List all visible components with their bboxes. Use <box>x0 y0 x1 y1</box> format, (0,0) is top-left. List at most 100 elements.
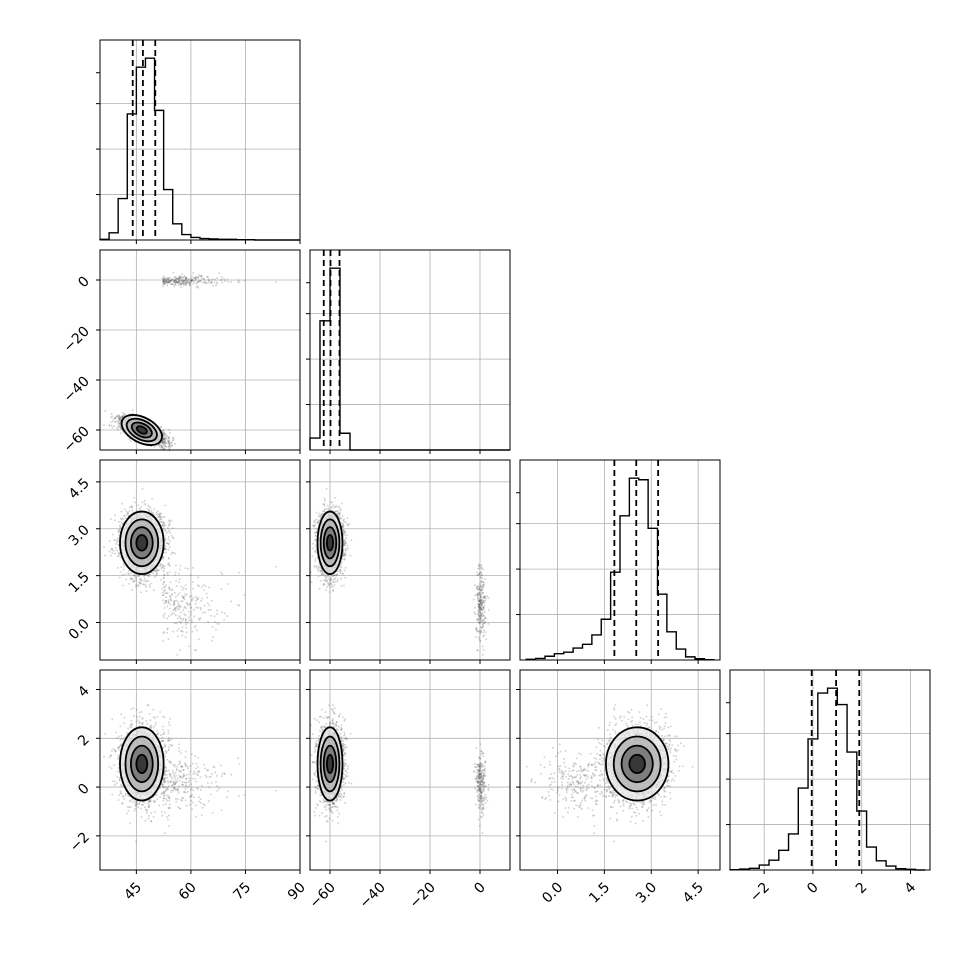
sample-point <box>116 415 118 417</box>
sample-point <box>130 572 133 575</box>
sample-point <box>138 507 141 510</box>
sample-point <box>207 278 210 281</box>
sample-point <box>111 552 114 554</box>
sample-point <box>190 595 193 597</box>
sample-point <box>188 279 190 282</box>
sample-point <box>200 586 203 589</box>
sample-point <box>147 580 150 582</box>
sample-point <box>199 275 202 277</box>
sample-point <box>117 567 119 569</box>
sample-point <box>243 279 246 282</box>
sample-point <box>164 278 166 281</box>
sample-point <box>195 285 198 288</box>
sample-point <box>165 279 167 282</box>
sample-point <box>180 611 182 614</box>
sample-point <box>161 430 164 433</box>
sample-point <box>181 634 184 637</box>
panel-2-0: 0.01.53.04.5 <box>66 459 301 664</box>
sample-point <box>175 596 177 598</box>
sample-point <box>178 280 180 283</box>
sample-point <box>188 283 191 286</box>
sample-point <box>128 506 131 509</box>
sample-point <box>180 620 183 623</box>
sample-point <box>166 280 168 282</box>
sample-point <box>164 433 166 435</box>
sample-point <box>144 584 147 586</box>
sample-point <box>195 606 198 609</box>
sample-point <box>163 275 165 277</box>
sample-point <box>221 611 223 613</box>
sample-point <box>160 563 162 565</box>
sample-point <box>130 578 132 581</box>
sample-point <box>201 612 204 614</box>
sample-point <box>176 277 179 280</box>
sample-point <box>110 424 113 427</box>
sample-point <box>170 283 172 285</box>
sample-point <box>167 436 170 438</box>
sample-point <box>173 276 176 278</box>
sample-point <box>174 600 176 602</box>
sample-point <box>119 571 122 573</box>
sample-point <box>166 592 169 595</box>
sample-point <box>189 614 192 616</box>
sample-point <box>170 519 173 522</box>
sample-point <box>166 572 169 574</box>
sample-point <box>161 438 164 440</box>
sample-point <box>182 279 185 282</box>
sample-point <box>170 553 173 555</box>
sample-point <box>184 636 187 638</box>
sample-point <box>203 589 205 591</box>
sample-point <box>196 276 198 279</box>
sample-point <box>164 441 166 443</box>
sample-point <box>175 606 178 608</box>
sample-point <box>147 504 150 507</box>
sample-point <box>114 420 117 423</box>
sample-point <box>103 546 105 548</box>
sample-point <box>177 594 180 596</box>
sample-point <box>190 611 193 614</box>
sample-point <box>120 517 122 520</box>
sample-point <box>160 579 162 582</box>
sample-point <box>188 645 190 648</box>
sample-point <box>165 442 168 444</box>
sample-point <box>171 612 174 614</box>
sample-point <box>164 589 166 592</box>
sample-point <box>137 504 140 507</box>
sample-point <box>174 610 177 612</box>
sample-point <box>160 444 162 447</box>
sample-point <box>119 426 122 429</box>
sample-point <box>120 427 122 430</box>
sample-point <box>155 572 158 575</box>
sample-point <box>161 516 164 518</box>
sample-point <box>141 488 144 490</box>
sample-point <box>220 279 222 282</box>
sample-point <box>170 279 172 282</box>
sample-point <box>238 604 241 607</box>
sample-point <box>180 600 183 603</box>
sample-point <box>185 623 187 626</box>
sample-point <box>221 276 223 278</box>
sample-point <box>208 280 210 282</box>
sample-point <box>166 628 169 631</box>
sample-point <box>198 585 200 588</box>
sample-point <box>179 275 181 278</box>
sample-point <box>168 607 171 610</box>
sample-point <box>159 444 161 446</box>
sample-point <box>168 447 171 450</box>
sample-point <box>181 273 183 276</box>
sample-point <box>167 601 170 604</box>
sample-point <box>177 277 180 280</box>
sample-point <box>110 421 112 424</box>
sample-point <box>211 626 214 628</box>
sample-point <box>103 424 105 426</box>
sample-point <box>116 428 119 431</box>
sample-point <box>177 617 179 620</box>
sample-point <box>124 514 126 517</box>
sample-point <box>195 276 197 278</box>
sample-point <box>165 280 167 283</box>
sample-point <box>193 277 195 279</box>
sample-point <box>120 416 123 419</box>
sample-point <box>162 280 164 283</box>
sample-point <box>223 277 225 280</box>
sample-point <box>157 510 159 512</box>
